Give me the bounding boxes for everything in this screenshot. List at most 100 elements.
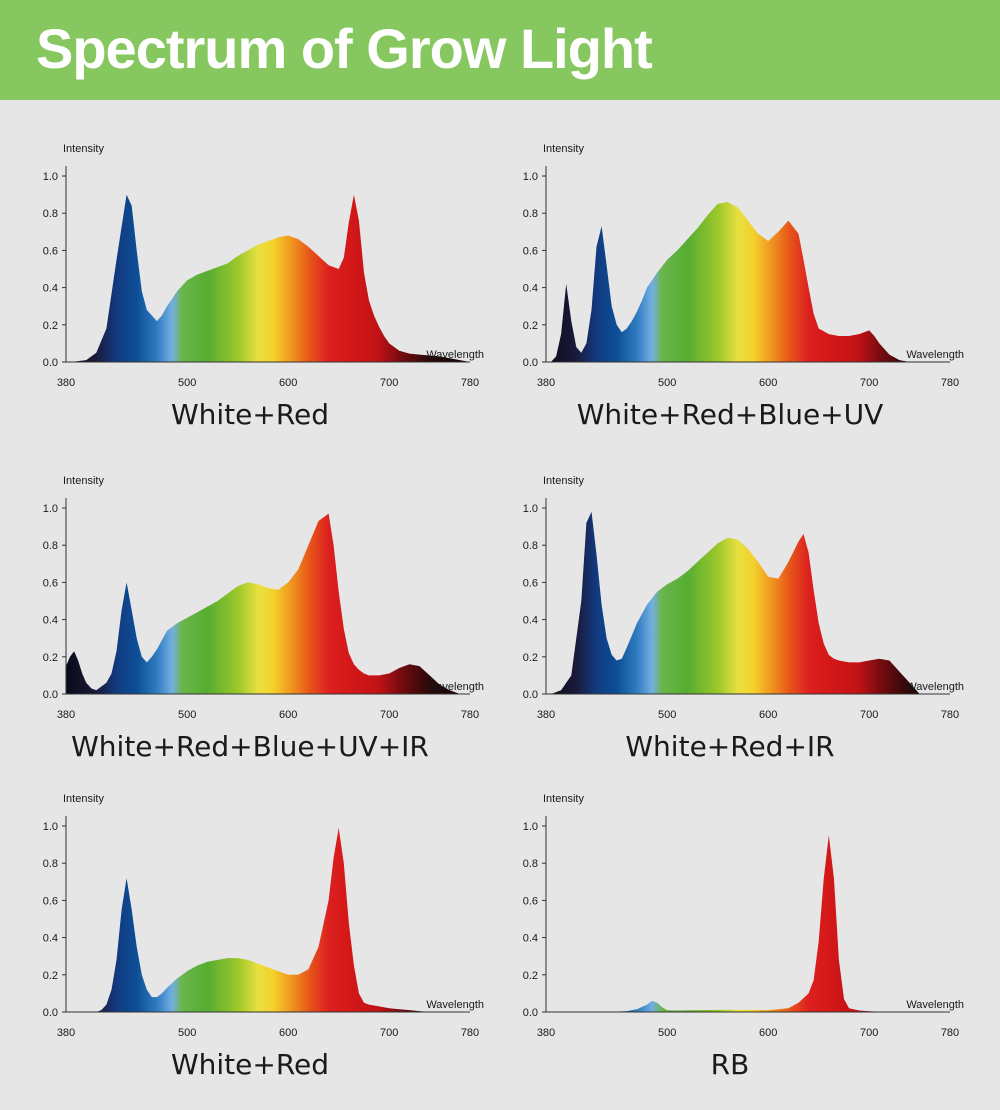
spectrum-chart: 0.0 0.2 0.4 0.6 0.8 1.0 380 500 600 700 780 Intensi… (43, 793, 484, 1039)
y-tick-label: 0.8 (43, 208, 58, 220)
y-axis-label: Intensity (543, 143, 584, 155)
x-tick-label: 600 (279, 377, 297, 389)
x-tick-label: 500 (178, 1027, 196, 1039)
y-axis-label: Intensity (543, 475, 584, 487)
y-tick-label: 0.8 (523, 540, 538, 552)
chart-caption: White+Red+IR (625, 730, 835, 763)
y-tick-label: 0.6 (43, 245, 58, 257)
y-axis-label: Intensity (63, 793, 104, 805)
y-tick-label: 0.6 (523, 245, 538, 257)
x-axis-label: Wavelength (426, 349, 484, 361)
y-tick-label: 0.0 (523, 689, 538, 701)
spectrum-area (606, 835, 890, 1012)
y-tick-label: 0.2 (523, 320, 538, 332)
x-tick-label: 600 (279, 1027, 297, 1039)
x-tick-label: 600 (759, 1027, 777, 1039)
y-tick-label: 0.4 (43, 283, 58, 295)
y-tick-label: 1.0 (523, 503, 538, 515)
y-tick-label: 0.8 (523, 858, 538, 870)
x-tick-label: 780 (941, 377, 959, 389)
y-tick-label: 0.2 (43, 652, 58, 664)
chart-panel-5: 0.0 0.2 0.4 0.6 0.8 1.0 380 500 600 700 780 Intensi… (30, 790, 490, 1110)
spectrum-area (96, 827, 430, 1012)
y-tick-label: 0.4 (523, 615, 538, 627)
spectrum-chart: 0.0 0.2 0.4 0.6 0.8 1.0 380 500 600 700 780 Intensi… (43, 475, 484, 721)
y-tick-label: 0.2 (523, 652, 538, 664)
x-tick-label: 500 (658, 377, 676, 389)
spectrum-area (66, 513, 460, 694)
y-tick-label: 1.0 (523, 171, 538, 183)
x-tick-label: 780 (461, 377, 479, 389)
spectrum-area (551, 202, 910, 362)
x-tick-label: 780 (941, 709, 959, 721)
y-tick-label: 1.0 (43, 503, 58, 515)
spectrum-area (551, 511, 920, 694)
chart-panel-2: 0.0 0.2 0.4 0.6 0.8 1.0 380 500 600 700 780 Intensi… (510, 140, 970, 460)
page-title: Spectrum of Grow Light (36, 17, 653, 80)
y-tick-label: 0.2 (43, 320, 58, 332)
x-axis-label: Wavelength (426, 999, 484, 1011)
y-tick-label: 0.6 (43, 577, 58, 589)
x-tick-label: 700 (380, 377, 398, 389)
y-tick-label: 0.0 (43, 689, 58, 701)
y-tick-label: 0.6 (43, 895, 58, 907)
x-axis-label: Wavelength (906, 349, 964, 361)
y-tick-label: 0.0 (523, 1007, 538, 1019)
x-tick-label: 500 (658, 1027, 676, 1039)
x-tick-label: 780 (461, 1027, 479, 1039)
x-axis-label: Wavelength (906, 999, 964, 1011)
x-tick-label: 700 (860, 709, 878, 721)
y-tick-label: 0.2 (523, 970, 538, 982)
y-axis-label: Intensity (63, 475, 104, 487)
y-tick-label: 0.0 (43, 1007, 58, 1019)
y-tick-label: 1.0 (43, 171, 58, 183)
x-tick-label: 700 (860, 377, 878, 389)
y-tick-label: 0.4 (523, 283, 538, 295)
y-axis-label: Intensity (543, 793, 584, 805)
x-tick-label: 600 (759, 709, 777, 721)
y-tick-label: 1.0 (43, 821, 58, 833)
chart-caption: White+Red (170, 1048, 330, 1081)
x-tick-label: 700 (380, 709, 398, 721)
x-tick-label: 780 (461, 709, 479, 721)
x-tick-label: 500 (178, 709, 196, 721)
x-axis-label: Wavelength (906, 681, 964, 693)
x-tick-label: 380 (57, 1027, 75, 1039)
spectrum-chart: 0.0 0.2 0.4 0.6 0.8 1.0 380 500 600 700 780 Intensi… (523, 475, 964, 721)
spectrum-chart: 0.0 0.2 0.4 0.6 0.8 1.0 380 500 600 700 780 Intensi… (523, 793, 964, 1039)
chart-panel-4: 0.0 0.2 0.4 0.6 0.8 1.0 380 500 600 700 780 Intensi… (510, 472, 970, 792)
y-tick-label: 0.4 (43, 933, 58, 945)
x-tick-label: 780 (941, 1027, 959, 1039)
y-tick-label: 0.0 (43, 357, 58, 369)
y-tick-label: 0.8 (43, 858, 58, 870)
y-axis-label: Intensity (63, 143, 104, 155)
x-axis-label: Wavelength (426, 681, 484, 693)
chart-caption: White+Red+Blue+UV+IR (71, 730, 429, 763)
chart-caption: White+Red (170, 398, 330, 431)
chart-panel-6: 0.0 0.2 0.4 0.6 0.8 1.0 380 500 600 700 780 Intensi… (510, 790, 970, 1110)
x-tick-label: 700 (860, 1027, 878, 1039)
title-banner: Spectrum of Grow Light (0, 0, 1000, 100)
x-tick-label: 700 (380, 1027, 398, 1039)
x-tick-label: 500 (178, 377, 196, 389)
y-tick-label: 0.8 (43, 540, 58, 552)
x-tick-label: 500 (658, 709, 676, 721)
y-tick-label: 0.6 (523, 895, 538, 907)
x-tick-label: 380 (537, 377, 555, 389)
x-tick-label: 380 (57, 377, 75, 389)
chart-caption: RB (710, 1048, 750, 1081)
x-tick-label: 600 (279, 709, 297, 721)
y-tick-label: 0.4 (43, 615, 58, 627)
y-tick-label: 1.0 (523, 821, 538, 833)
chart-panel-1: 0.0 0.2 0.4 0.6 0.8 1.0 380 500 600 700 780 Intensi… (30, 140, 490, 460)
y-tick-label: 0.0 (523, 357, 538, 369)
chart-panel-3: 0.0 0.2 0.4 0.6 0.8 1.0 380 500 600 700 780 Intensi… (30, 472, 490, 792)
x-tick-label: 600 (759, 377, 777, 389)
spectrum-chart: 0.0 0.2 0.4 0.6 0.8 1.0 380 500 600 700 780 Intensi… (43, 143, 484, 389)
y-tick-label: 0.6 (523, 577, 538, 589)
y-tick-label: 0.4 (523, 933, 538, 945)
x-tick-label: 380 (537, 1027, 555, 1039)
x-tick-label: 380 (57, 709, 75, 721)
x-tick-label: 380 (537, 709, 555, 721)
y-tick-label: 0.8 (523, 208, 538, 220)
